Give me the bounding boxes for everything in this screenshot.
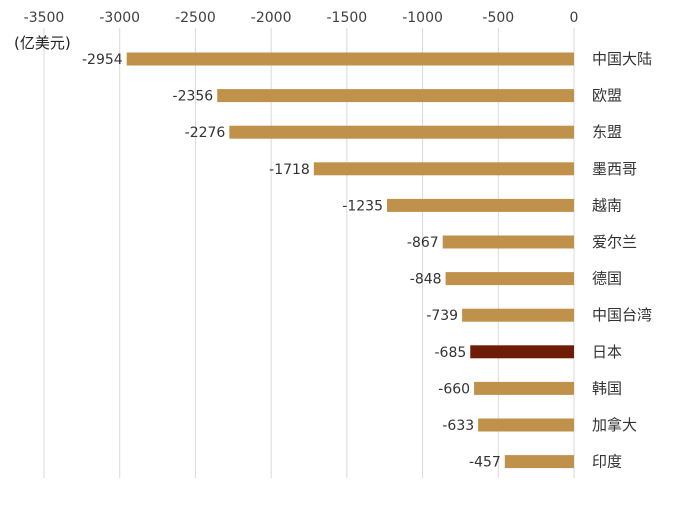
bar	[470, 345, 574, 359]
bar	[442, 235, 574, 249]
category-label: 韩国	[592, 379, 622, 397]
unit-label: (亿美元)	[14, 34, 71, 52]
data-labels: -2954 -2356 -2276 -1718 -1235 -867 -848 -739 -68…	[82, 52, 501, 471]
bar	[445, 272, 574, 286]
category-label: 欧盟	[592, 87, 622, 105]
data-label: -2276	[185, 125, 226, 141]
x-tick-label: -1000	[402, 10, 443, 26]
data-label: -2356	[173, 89, 214, 105]
data-label: -867	[407, 235, 439, 251]
category-label: 中国大陆	[592, 50, 652, 68]
x-tick-label: -2000	[251, 10, 292, 26]
category-label: 爱尔兰	[592, 233, 637, 251]
data-label: -848	[410, 272, 442, 288]
x-tick-label: 0	[570, 10, 579, 26]
bars	[126, 52, 575, 469]
data-label: -1235	[342, 198, 383, 214]
data-label: -633	[442, 418, 474, 434]
bar	[229, 125, 574, 139]
x-axis-ticks: -3500 -3000 -2500 -2000 -1500 -1000 -500 0	[24, 10, 579, 26]
gridlines	[43, 28, 575, 478]
data-label: -739	[426, 308, 458, 324]
x-tick-label: -3000	[99, 10, 140, 26]
category-label: 中国台湾	[592, 306, 652, 324]
category-label: 加拿大	[592, 416, 637, 434]
category-label: 墨西哥	[592, 160, 637, 178]
x-tick-label: -500	[482, 10, 514, 26]
x-tick-label: -2500	[175, 10, 216, 26]
category-label: 东盟	[592, 123, 622, 141]
bar	[126, 52, 575, 66]
bar	[474, 381, 574, 395]
data-label: -660	[438, 381, 470, 397]
data-label: -685	[434, 345, 466, 361]
data-label: -457	[469, 455, 501, 471]
data-label: -1718	[269, 162, 310, 178]
category-label: 越南	[592, 196, 622, 214]
bar	[386, 198, 574, 212]
bar	[217, 89, 574, 103]
category-label: 日本	[592, 343, 622, 361]
category-label: 德国	[592, 270, 622, 288]
category-label: 印度	[592, 453, 622, 471]
bar	[478, 418, 574, 432]
bar	[504, 455, 574, 469]
bar	[313, 162, 574, 176]
x-tick-label: -3500	[24, 10, 65, 26]
x-tick-label: -1500	[327, 10, 368, 26]
bar	[462, 308, 574, 322]
data-label: -2954	[82, 52, 123, 68]
